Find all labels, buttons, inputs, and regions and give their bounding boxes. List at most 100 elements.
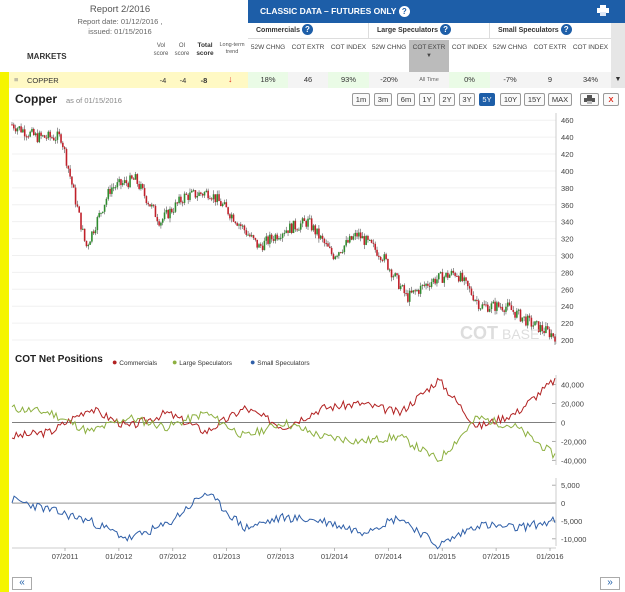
candle-body xyxy=(11,124,13,126)
help-icon[interactable]: ? xyxy=(440,24,452,35)
candle-body xyxy=(379,256,382,261)
candle-body xyxy=(63,147,66,150)
tf-3m[interactable]: 3m xyxy=(374,93,392,106)
candle-body xyxy=(20,126,22,133)
candle-body xyxy=(265,236,268,241)
candle-body xyxy=(289,223,291,233)
candle-body xyxy=(258,244,260,248)
date-tick-label: 01/2012 xyxy=(105,552,132,561)
candle-body xyxy=(506,302,509,307)
candle-body xyxy=(38,132,41,143)
candle-body xyxy=(96,217,99,231)
col-large-extr[interactable]: COT EXTR ▼ xyxy=(409,40,449,72)
candle-body xyxy=(374,243,377,250)
candle-body xyxy=(223,202,226,205)
candle-body xyxy=(356,232,358,237)
candle-body xyxy=(151,204,153,207)
candle-body xyxy=(22,129,24,133)
price-tick-label: 300 xyxy=(561,251,574,260)
report-date: Report date: 01/12/2016 , xyxy=(77,17,163,26)
expand-down-icon[interactable]: ▼ xyxy=(611,72,625,88)
candle-body xyxy=(325,243,327,245)
tf-10y[interactable]: 10Y xyxy=(500,93,521,106)
candle-body xyxy=(212,194,215,200)
candle-body xyxy=(441,272,444,283)
col-large-index[interactable]: COT INDEX xyxy=(451,44,488,51)
col-small-index[interactable]: COT INDEX xyxy=(572,44,609,51)
candle-body xyxy=(365,235,367,245)
net-tick-label: -20,000 xyxy=(561,437,586,446)
candle-body xyxy=(279,237,282,239)
col-comm-52w[interactable]: 52W CHNG xyxy=(250,44,286,51)
candle-body xyxy=(383,254,386,261)
col-comm-index[interactable]: COT INDEX xyxy=(330,44,367,51)
cell-large-extr: All Time xyxy=(409,72,449,88)
candle-body xyxy=(312,225,315,231)
cell-comm-52w: 18% xyxy=(248,72,288,88)
candle-body xyxy=(392,276,395,278)
candle-body xyxy=(107,188,110,199)
candle-body xyxy=(221,204,224,207)
candle-body xyxy=(505,306,507,312)
tf-2y[interactable]: 2Y xyxy=(439,93,455,106)
candle-body xyxy=(290,223,293,234)
candle-body xyxy=(270,234,273,240)
candle-body xyxy=(218,194,220,202)
candle-body xyxy=(354,232,357,237)
candle-body xyxy=(327,243,329,247)
tf-max[interactable]: MAX xyxy=(548,93,572,106)
table-row-copper[interactable]: ≡ COPPER -4 -4 -8 ↓ xyxy=(9,72,248,88)
candle-body xyxy=(74,187,77,205)
price-tick-label: 200 xyxy=(561,336,574,345)
candle-body xyxy=(249,234,251,237)
candle-body xyxy=(111,187,113,194)
tf-1m[interactable]: 1m xyxy=(352,93,370,106)
tf-5y[interactable]: 5Y xyxy=(479,93,495,106)
candle-body xyxy=(399,286,402,289)
scrollbar[interactable] xyxy=(611,23,625,72)
candle-body xyxy=(121,183,124,186)
tf-6m[interactable]: 6m xyxy=(397,93,415,106)
candle-body xyxy=(160,222,162,226)
help-icon[interactable]: ? xyxy=(301,24,313,35)
col-large-52w[interactable]: 52W CHNG xyxy=(371,44,407,51)
date-tick-label: 07/2013 xyxy=(267,552,294,561)
tf-3y[interactable]: 3Y xyxy=(459,93,475,106)
tf-1y[interactable]: 1Y xyxy=(419,93,435,106)
col-small-52w[interactable]: 52W CHNG xyxy=(492,44,528,51)
market-name: COPPER xyxy=(27,76,59,85)
candle-body xyxy=(254,237,257,240)
next-button[interactable]: » xyxy=(600,577,620,590)
col-comm-extr[interactable]: COT EXTR xyxy=(291,44,325,51)
candle-body xyxy=(490,303,493,310)
chart-print-icon[interactable] xyxy=(580,93,599,106)
date-tick-label: 01/2015 xyxy=(429,552,456,561)
print-icon[interactable] xyxy=(597,5,609,16)
candle-body xyxy=(132,178,135,180)
candle-body xyxy=(69,168,71,177)
candle-body xyxy=(51,137,53,139)
candle-body xyxy=(532,325,535,327)
candle-body xyxy=(499,306,502,308)
date-tick-label: 07/2011 xyxy=(52,552,79,561)
prev-button[interactable]: « xyxy=(12,577,32,590)
candle-body xyxy=(127,183,130,188)
close-button[interactable]: X xyxy=(603,93,619,106)
candle-body xyxy=(309,218,311,220)
candle-body xyxy=(23,129,26,137)
candle-body xyxy=(292,220,295,234)
candle-body xyxy=(541,325,544,332)
candle-body xyxy=(425,283,427,286)
tf-15y[interactable]: 15Y xyxy=(524,93,545,106)
candle-body xyxy=(214,194,217,203)
candle-body xyxy=(13,124,15,129)
help-icon[interactable]: ? xyxy=(398,6,410,17)
candle-body xyxy=(378,255,380,257)
price-tick-label: 220 xyxy=(561,319,574,328)
price-tick-label: 260 xyxy=(561,285,574,294)
candle-body xyxy=(120,179,122,186)
candle-body xyxy=(42,135,44,137)
help-icon[interactable]: ? xyxy=(560,24,572,35)
col-small-extr[interactable]: COT EXTR xyxy=(533,44,567,51)
candle-body xyxy=(247,234,249,236)
